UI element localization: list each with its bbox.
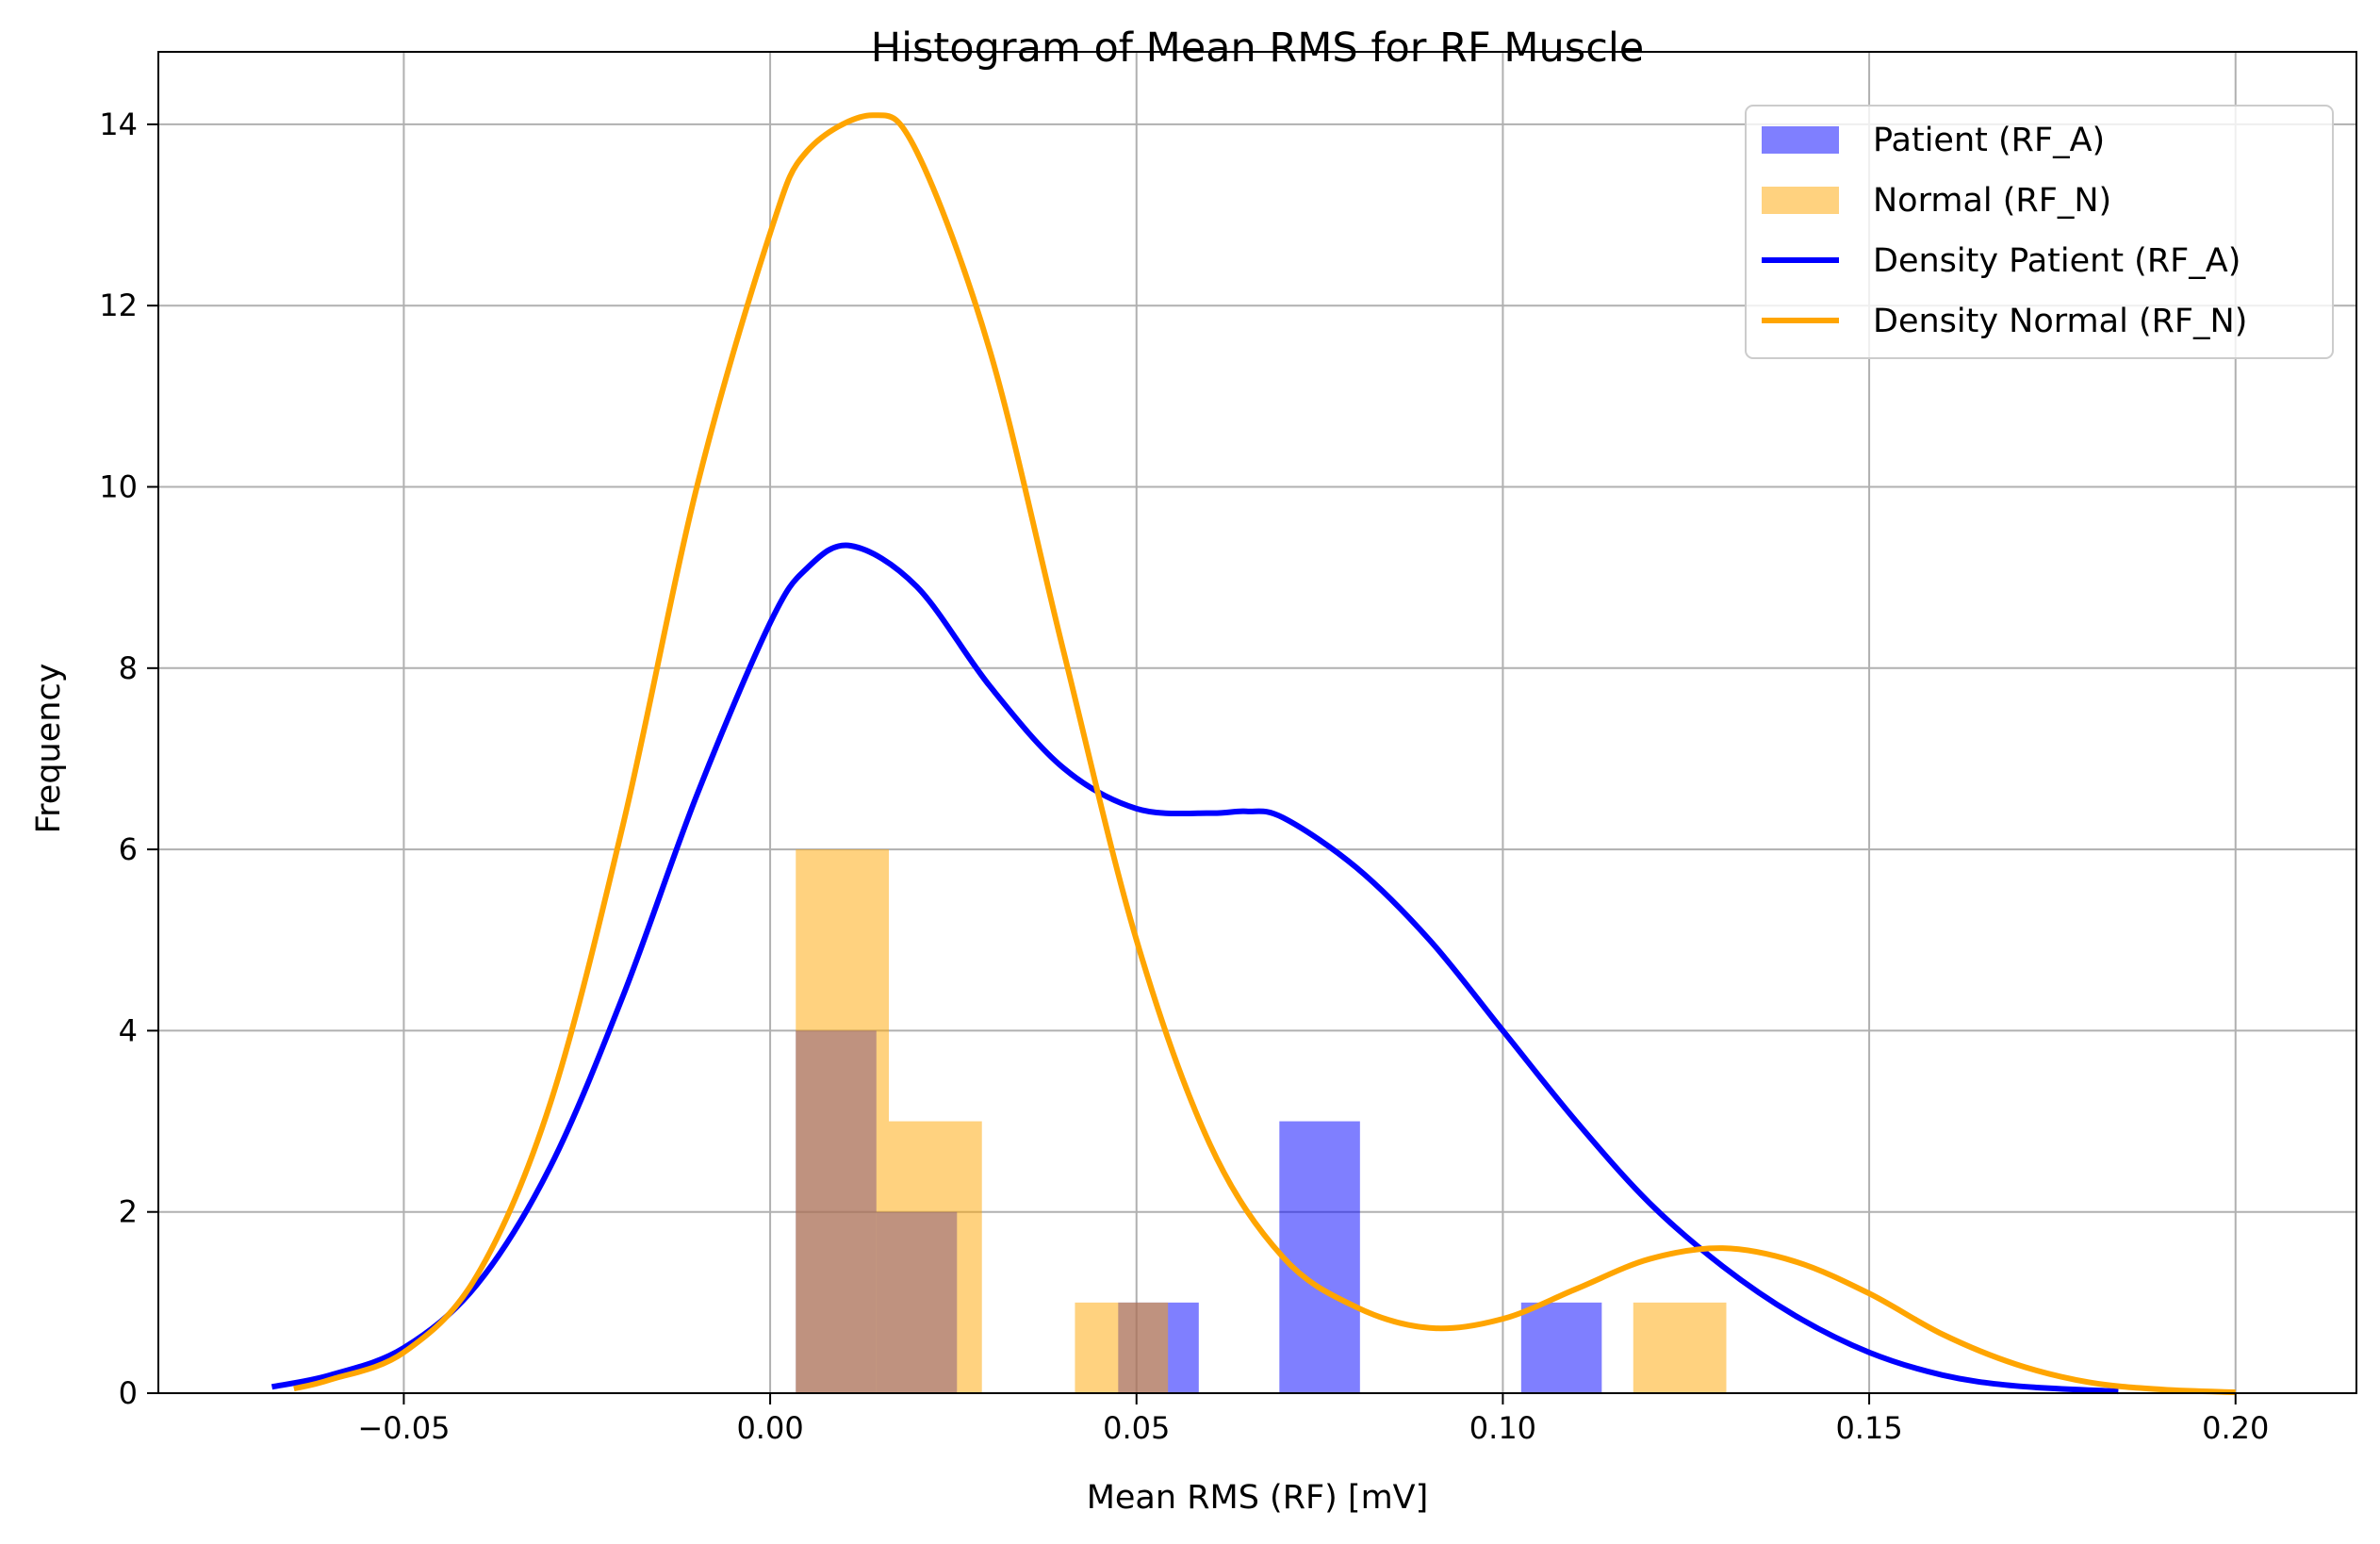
density-line-normal [293,112,2236,1396]
x-tick-label: 0.15 [1835,1410,1902,1446]
legend-swatch [1762,187,1839,214]
plot-frame [157,51,2357,1394]
histogram-bar-patient [1279,1121,1360,1393]
density-curves [271,112,2236,1396]
legend-label: Normal (RF_N) [1873,182,2111,220]
x-tick-label: 0.10 [1469,1410,1536,1446]
histogram-bar-normal [796,849,890,1393]
y-tick-label: 10 [99,469,138,505]
y-tick-label: 12 [99,287,138,323]
legend-label: Density Normal (RF_N) [1873,303,2247,340]
histogram-bar-normal [1075,1302,1169,1393]
histogram-bar-normal [1633,1302,1727,1393]
y-tick-label: 0 [119,1375,138,1411]
x-axis-label: Mean RMS (RF) [mV] [1087,1479,1429,1517]
y-tick-label: 14 [99,107,138,142]
x-tick-label: 0.20 [2202,1410,2269,1446]
y-tick-label: 2 [119,1194,138,1230]
legend-label: Density Patient (RF_A) [1873,242,2240,280]
histogram-bar-normal [889,1121,982,1393]
y-tick-label: 4 [119,1012,138,1048]
x-tick-label: 0.00 [736,1410,803,1446]
legend-label: Patient (RF_A) [1873,122,2105,159]
y-tick-label: 6 [119,831,138,867]
density-line-patient [271,542,2119,1395]
y-tick-label: 8 [119,650,138,686]
histogram-bar-patient [1520,1302,1602,1393]
legend-swatch [1762,126,1839,154]
x-tick-label: −0.05 [357,1410,450,1446]
histogram-bars [796,849,1727,1393]
legend-box [1745,105,2334,359]
y-axis-label: Frequency [30,664,68,834]
chart-title: Histogram of Mean RMS for RF Muscle [871,25,1645,72]
x-tick-label: 0.05 [1103,1410,1170,1446]
axis-ticks: −0.05 0.00 0.05 0.10 0.15 0.20 0 2 4 6 8 10 12 14 [99,107,2269,1446]
legend: Patient (RF_A) Normal (RF_N) Density Patie… [1745,105,2334,359]
